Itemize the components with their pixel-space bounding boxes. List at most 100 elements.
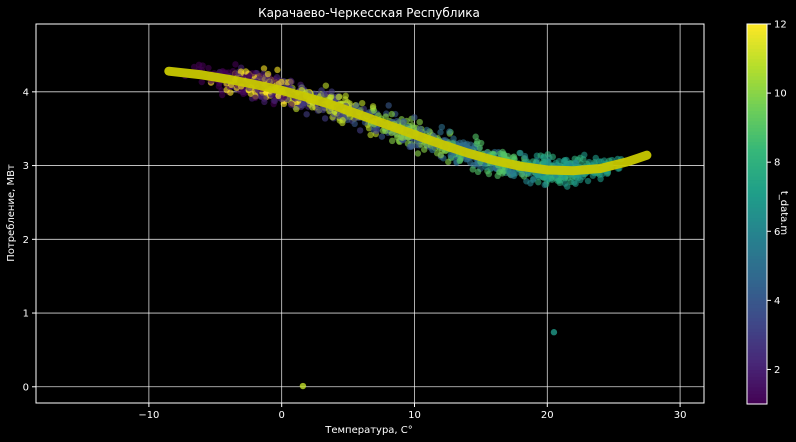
scatter-point	[264, 70, 272, 78]
scatter-point	[327, 93, 335, 100]
scatter-point	[437, 129, 444, 136]
scatter-point	[353, 102, 361, 109]
scatter-point	[271, 97, 279, 105]
scatter-point	[446, 128, 453, 135]
scatter-point	[456, 157, 463, 165]
colorbar-segment	[747, 193, 767, 198]
colorbar-label: t_data.m	[778, 191, 789, 235]
scatter-point	[592, 154, 599, 162]
colorbar-segment	[747, 290, 767, 295]
colorbar-segment	[747, 124, 767, 129]
scatter-point	[518, 171, 526, 178]
scatter-point	[288, 101, 295, 108]
colorbar-segment	[747, 207, 767, 212]
y-tick-label: 0	[23, 382, 29, 393]
colorbar-segment	[747, 303, 767, 308]
scatter-point	[293, 105, 300, 113]
scatter-point	[450, 135, 457, 142]
colorbar-segment	[747, 397, 767, 402]
scatter-point	[358, 99, 366, 107]
colorbar-segment	[747, 241, 767, 246]
axes: −10 0 10 20 30 0 1 2 3 4	[23, 23, 705, 421]
colorbar-segment	[747, 120, 767, 125]
scatter-point	[549, 153, 557, 161]
scatter-point	[544, 151, 552, 158]
scatter-point	[199, 62, 206, 69]
scatter-point	[541, 181, 548, 189]
colorbar-segment	[747, 75, 767, 80]
scatter-point	[456, 139, 464, 147]
scatter-point	[521, 152, 529, 160]
colorbar-segment	[747, 169, 767, 174]
scatter-point	[242, 68, 250, 75]
scatter-point	[429, 146, 436, 154]
scatter-point	[322, 82, 330, 89]
colorbar-segment	[747, 372, 767, 377]
scatter-point	[237, 68, 245, 75]
colorbar-segment	[747, 310, 767, 315]
colorbar-segment	[747, 293, 767, 298]
colorbar-segment	[747, 65, 767, 70]
colorbar-segment	[747, 262, 767, 267]
scatter-point	[320, 90, 328, 98]
colorbar-segment	[747, 162, 767, 167]
colorbar-segment	[747, 321, 767, 326]
colorbar-tick-label: 10	[774, 89, 787, 100]
scatter-point	[198, 78, 205, 86]
colorbar-segment	[747, 155, 767, 160]
colorbar-segment	[747, 252, 767, 257]
scatter-point	[190, 63, 198, 71]
colorbar-segment	[747, 296, 767, 301]
colorbar: 2 4 6 8 10 12	[746, 20, 787, 405]
colorbar-segment	[747, 227, 767, 232]
scatter-point	[378, 133, 386, 140]
colorbar-segment	[747, 51, 767, 56]
colorbar-segment	[747, 151, 767, 156]
scatter-point	[351, 120, 358, 128]
scatter-point	[232, 61, 239, 68]
scatter-point	[438, 123, 446, 131]
colorbar-segment	[747, 345, 767, 350]
colorbar-segment	[747, 348, 767, 353]
scatter-point	[556, 179, 564, 187]
colorbar-segment	[747, 82, 767, 87]
colorbar-segment	[747, 113, 767, 118]
colorbar-segment	[747, 86, 767, 91]
scatter-point	[249, 70, 256, 77]
colorbar-segment	[747, 393, 767, 398]
scatter-point	[572, 159, 580, 167]
colorbar-segment	[747, 386, 767, 391]
colorbar-segment	[747, 172, 767, 177]
colorbar-segment	[747, 196, 767, 201]
colorbar-segment	[747, 144, 767, 149]
scatter-point	[571, 179, 578, 186]
colorbar-segment	[747, 283, 767, 288]
scatter-point	[548, 174, 555, 182]
colorbar-segment	[747, 96, 767, 101]
x-tick-label: 20	[541, 410, 554, 421]
scatter-point	[561, 180, 569, 187]
colorbar-segment	[747, 231, 767, 236]
scatter-point	[385, 102, 392, 109]
colorbar-segment	[747, 341, 767, 346]
colorbar-tick-label: 8	[774, 158, 780, 169]
colorbar-segment	[747, 400, 767, 405]
colorbar-segment	[747, 379, 767, 384]
scatter-point	[321, 115, 329, 122]
colorbar-segment	[747, 24, 767, 29]
scatter-point	[299, 102, 306, 109]
colorbar-segment	[747, 37, 767, 42]
scatter-point	[527, 180, 534, 187]
scatter-point	[367, 131, 374, 139]
scatter-point	[219, 68, 226, 75]
scatter-point	[414, 150, 422, 157]
scatter-point	[421, 146, 428, 153]
scatter-point	[584, 177, 592, 185]
scatter-point	[273, 74, 281, 81]
colorbar-segment	[747, 100, 767, 105]
colorbar-tick-label: 2	[774, 365, 780, 376]
colorbar-segment	[747, 269, 767, 274]
scatter-point	[469, 166, 476, 173]
scatter-point	[541, 159, 548, 167]
scatter-point	[597, 158, 605, 165]
